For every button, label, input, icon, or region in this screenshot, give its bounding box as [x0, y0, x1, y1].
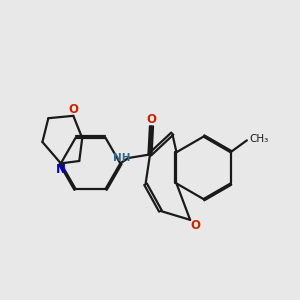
Text: O: O — [68, 103, 78, 116]
Text: N: N — [56, 164, 66, 176]
Text: NH: NH — [113, 153, 130, 163]
Text: O: O — [190, 219, 200, 232]
Text: O: O — [146, 113, 157, 126]
Text: CH₃: CH₃ — [249, 134, 268, 144]
